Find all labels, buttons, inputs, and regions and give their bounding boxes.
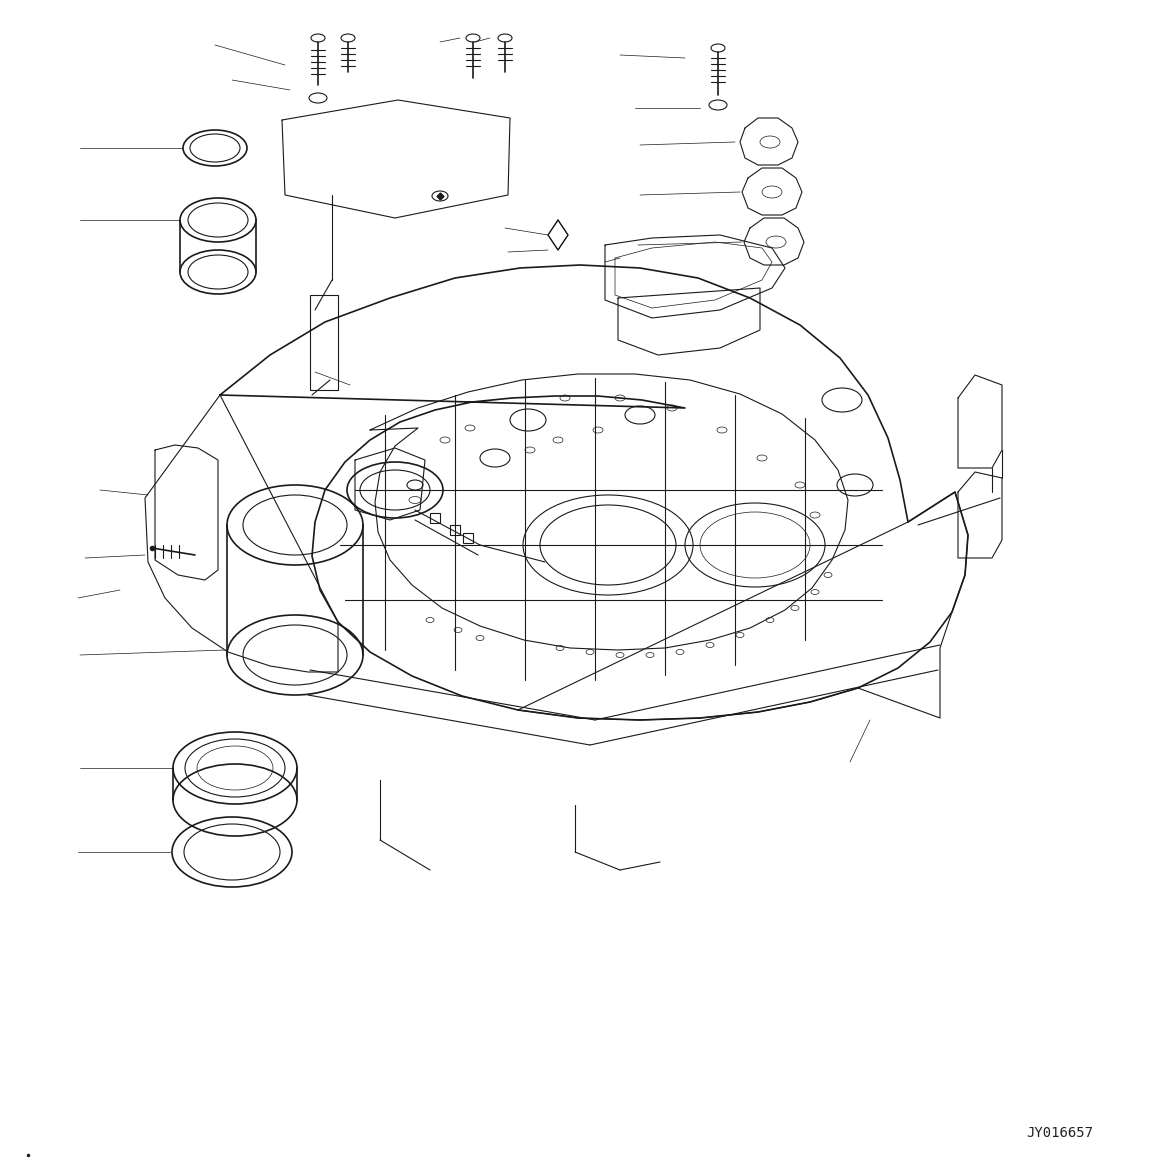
Text: JY016657: JY016657 xyxy=(1027,1126,1093,1140)
Polygon shape xyxy=(548,221,568,250)
Bar xyxy=(450,526,461,535)
Bar xyxy=(463,533,473,543)
Bar xyxy=(311,294,338,389)
Bar xyxy=(430,513,440,523)
